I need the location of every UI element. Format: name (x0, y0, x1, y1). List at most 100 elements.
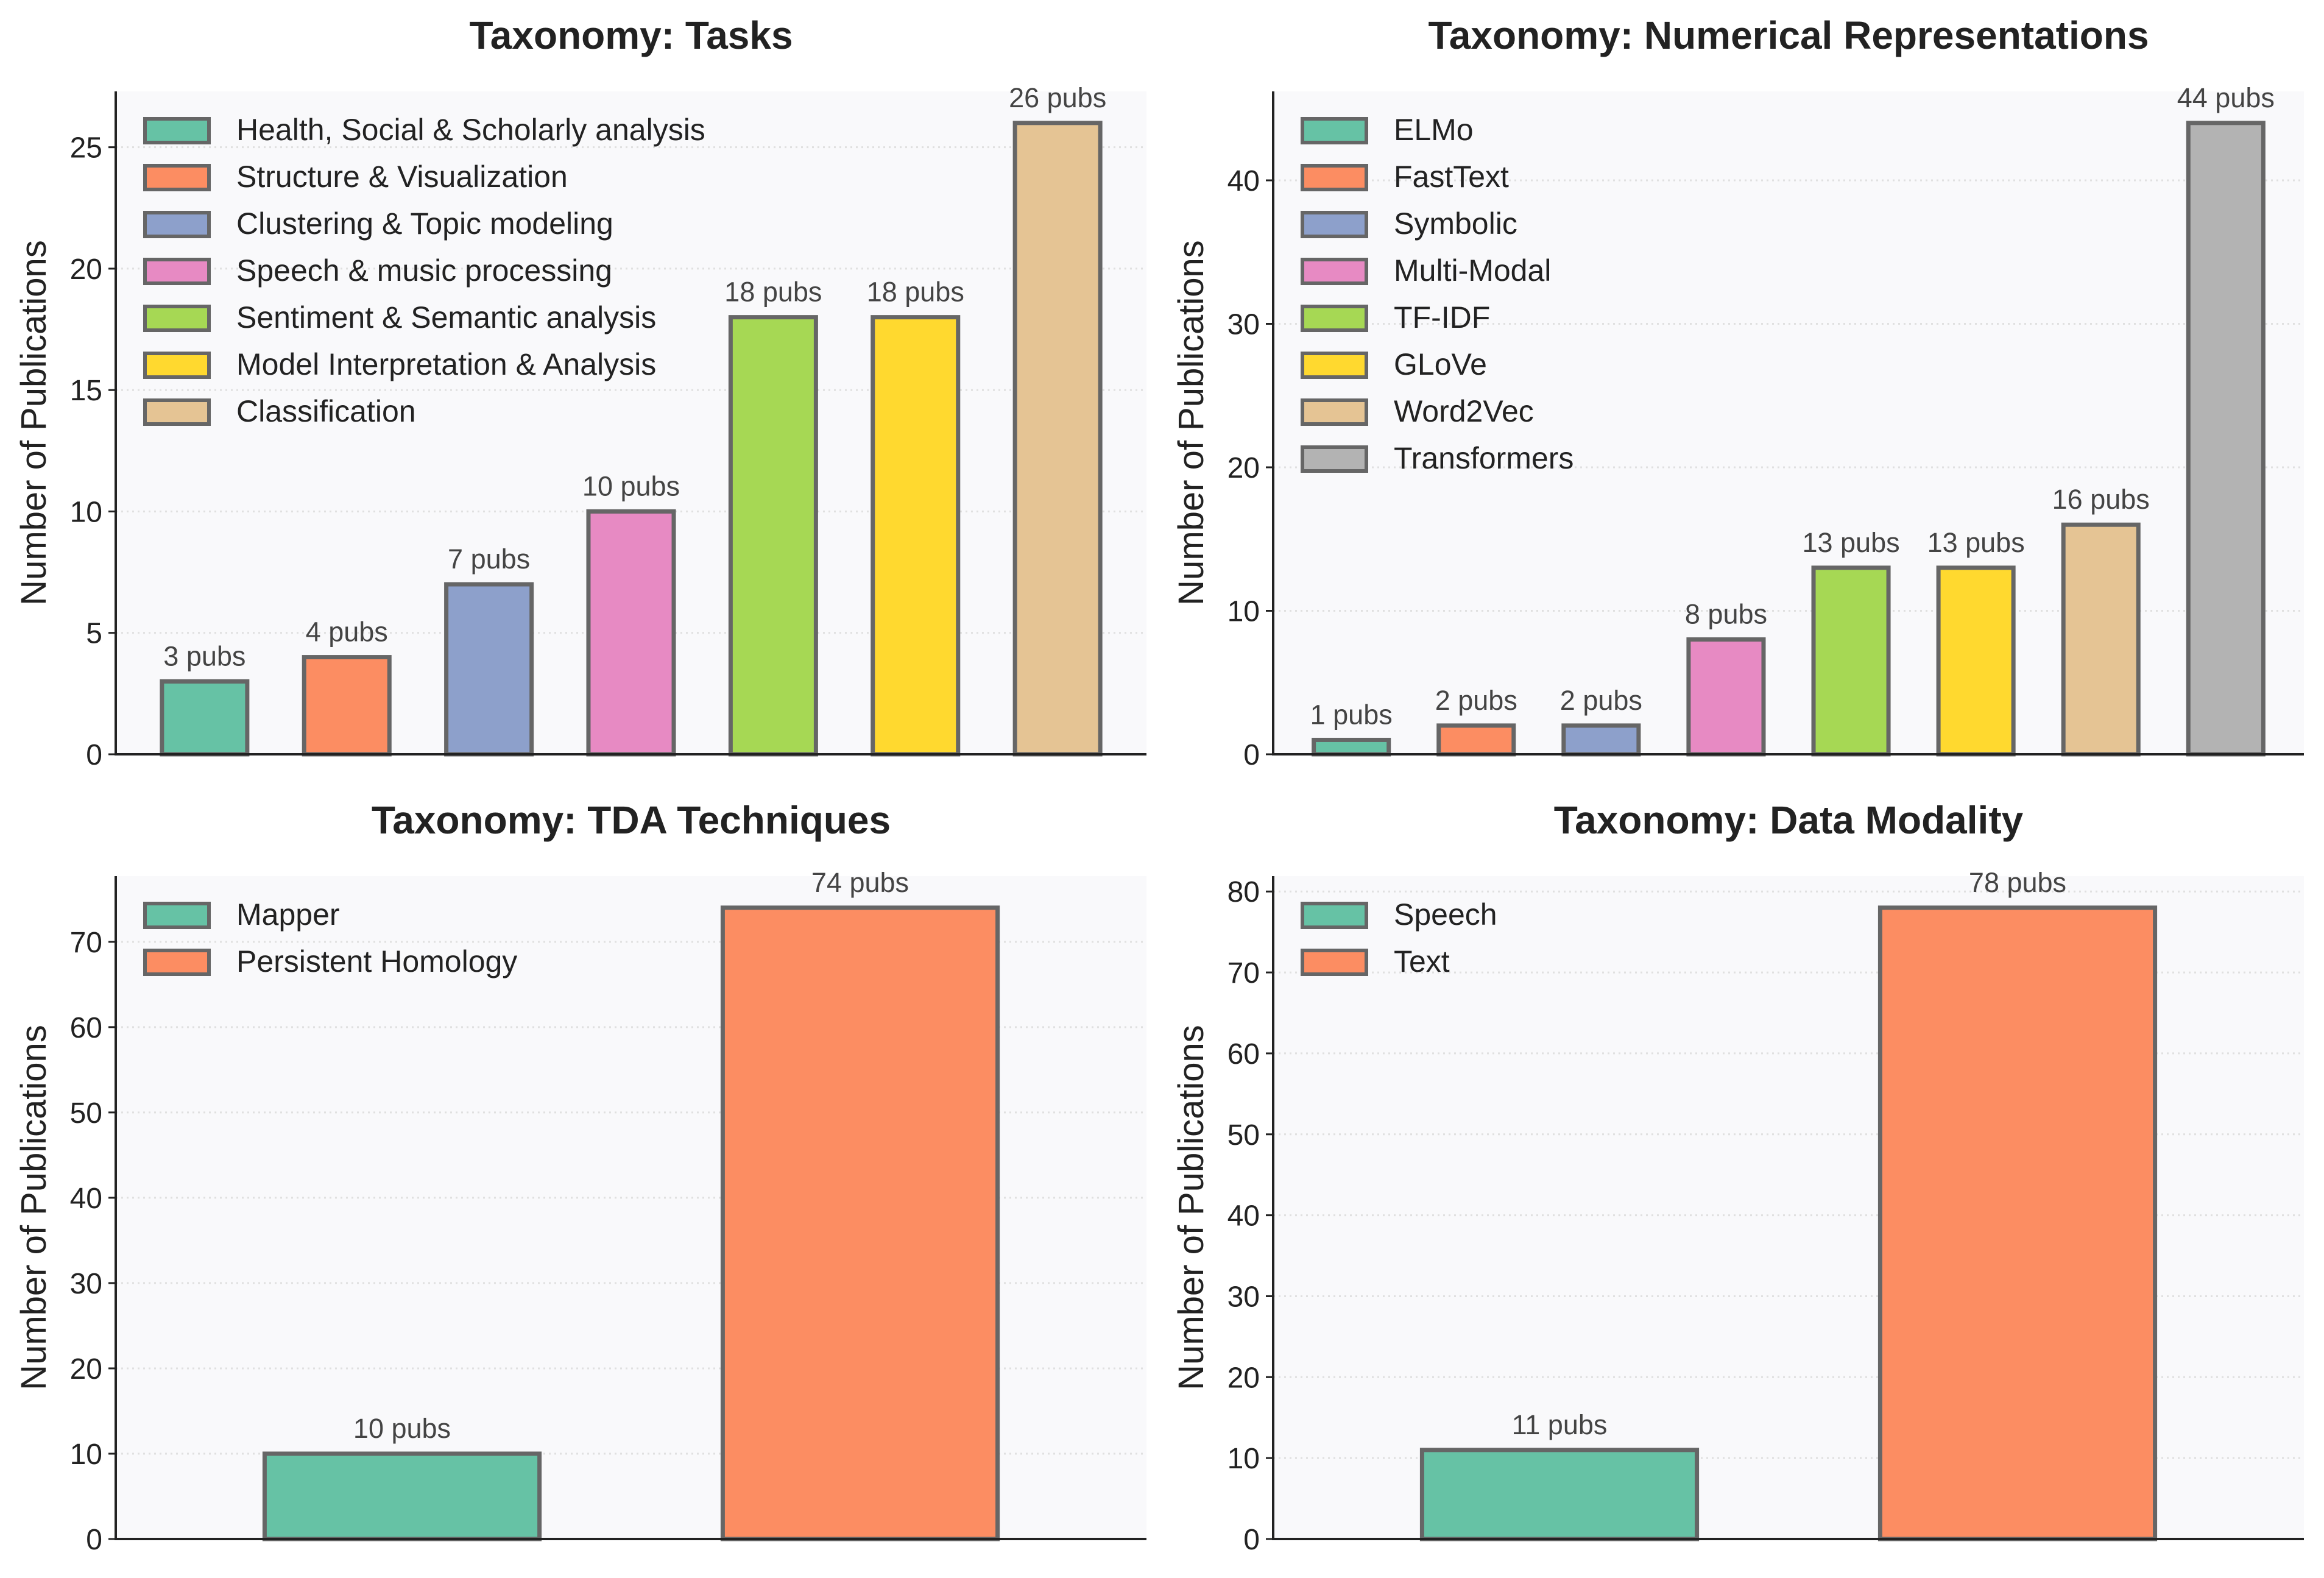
bar-value-label: 8 pubs (1685, 599, 1767, 630)
bar-value-label: 3 pubs (163, 640, 245, 671)
legend-swatch (1301, 398, 1368, 426)
bar (2061, 522, 2141, 757)
bar (1012, 121, 1103, 757)
bar-value-label: 2 pubs (1560, 685, 1642, 716)
bar-value-label: 18 pubs (724, 277, 822, 308)
bar-value-label: 13 pubs (1927, 527, 2025, 558)
legend-label: Health, Social & Scholarly analysis (236, 113, 705, 147)
legend-swatch (143, 258, 211, 285)
legend-swatch (1301, 902, 1368, 929)
legend-swatch (143, 902, 211, 929)
y-tick-label: 40 (1227, 165, 1260, 197)
bar-value-label: 13 pubs (1802, 527, 1899, 558)
y-tick-label: 30 (1227, 1281, 1260, 1313)
bar (1561, 723, 1641, 757)
bar-value-label: 11 pubs (1512, 1409, 1608, 1440)
legend-swatch (143, 305, 211, 332)
y-tick-label: 0 (86, 739, 102, 771)
bar-value-label: 78 pubs (1969, 867, 2066, 898)
legend-swatch (143, 117, 211, 144)
chart-panel-1: 0 5 10 15 20 25 3 pubs 4 pubs 7 pubs 10 pubs 18 pu… (14, 13, 1146, 771)
legend-swatch (1301, 949, 1368, 976)
y-tick-label: 15 (70, 375, 102, 407)
chart-panel-2: 0 10 20 30 40 1 pubs 2 pubs 2 pubs 8 pubs 13 pubs… (1171, 13, 2304, 771)
y-axis-label: Number of Publications (14, 1025, 54, 1390)
chart-panel-4: 0 10 20 30 40 50 60 70 80 11 pubs 78 pubs Taxonomy:… (1171, 798, 2304, 1556)
bar-value-label: 1 pubs (1310, 699, 1393, 730)
legend-swatch (1301, 352, 1368, 379)
legend-label: Clustering & Topic modeling (236, 207, 613, 241)
bar (1936, 565, 2016, 757)
y-tick-label: 70 (1227, 957, 1260, 989)
y-tick-label: 50 (1227, 1119, 1260, 1152)
bar (1877, 905, 2158, 1541)
y-tick-label: 60 (1227, 1038, 1260, 1070)
legend: Speech Text (1301, 897, 1497, 978)
legend-label: Structure & Visualization (236, 160, 568, 194)
y-tick-label: 40 (70, 1183, 102, 1215)
bar-value-label: 26 pubs (1009, 82, 1106, 113)
y-tick-label: 30 (1227, 309, 1260, 341)
y-tick-label: 0 (1243, 1524, 1260, 1556)
legend-label: Sentiment & Semantic analysis (236, 300, 656, 334)
legend-swatch (1301, 117, 1368, 144)
legend-swatch (1301, 258, 1368, 285)
bar-value-label: 44 pubs (2177, 82, 2275, 113)
y-axis-label: Number of Publications (1171, 240, 1211, 606)
legend: ELMo FastText Symbolic Multi-Modal TF-IDF GLo… (1301, 113, 1573, 475)
bar (1811, 565, 1891, 757)
chart-title: Taxonomy: TDA Techniques (372, 798, 891, 842)
legend-swatch (1301, 164, 1368, 191)
legend-swatch (1301, 211, 1368, 238)
bar-value-label: 2 pubs (1435, 685, 1517, 716)
y-tick-label: 10 (1227, 1443, 1260, 1475)
legend-swatch (1301, 445, 1368, 473)
y-tick-label: 5 (86, 618, 102, 650)
legend-label: Speech & music processing (236, 253, 612, 288)
y-tick-label: 0 (1243, 739, 1260, 771)
y-tick-label: 20 (1227, 1362, 1260, 1394)
bar-value-label: 10 pubs (353, 1413, 451, 1444)
legend-label: Classification (236, 394, 416, 428)
bar (1312, 737, 1391, 757)
legend-label: Multi-Modal (1394, 253, 1551, 288)
chart-title: Taxonomy: Numerical Representations (1428, 13, 2149, 57)
y-tick-label: 10 (1227, 596, 1260, 628)
bar (728, 315, 818, 757)
legend-label: GLoVe (1394, 347, 1487, 381)
chart-panel-3: 0 10 20 30 40 50 60 70 10 pubs 74 pubs Taxonomy: T… (14, 798, 1146, 1556)
bar (160, 679, 250, 757)
y-axis-label: Number of Publications (14, 240, 54, 606)
legend-swatch (143, 949, 211, 976)
legend-label: FastText (1394, 160, 1509, 194)
y-tick-label: 20 (70, 253, 102, 286)
bar (871, 315, 961, 757)
y-tick-label: 20 (1227, 452, 1260, 484)
bar-value-label: 18 pubs (867, 277, 964, 308)
legend-swatch (143, 352, 211, 379)
legend-swatch (1301, 305, 1368, 332)
y-tick-label: 80 (1227, 876, 1260, 908)
y-tick-label: 30 (70, 1268, 102, 1300)
y-tick-label: 40 (1227, 1200, 1260, 1233)
y-tick-label: 10 (70, 496, 102, 528)
legend-swatch (143, 211, 211, 238)
chart-title: Taxonomy: Data Modality (1554, 798, 2024, 842)
y-tick-label: 60 (70, 1012, 102, 1044)
legend-label: Text (1394, 944, 1450, 978)
bar (720, 905, 1000, 1541)
bar (444, 582, 534, 757)
legend-label: Speech (1394, 897, 1497, 932)
legend-label: Mapper (236, 897, 340, 932)
legend-label: Symbolic (1394, 207, 1517, 241)
bar (1436, 723, 1516, 757)
bar-value-label: 4 pubs (306, 617, 388, 648)
bar (2186, 121, 2266, 757)
legend: Mapper Persistent Homology (143, 897, 517, 978)
chart-title: Taxonomy: Tasks (469, 13, 793, 57)
y-tick-label: 0 (86, 1524, 102, 1556)
bar (586, 509, 676, 757)
legend-label: Transformers (1394, 441, 1573, 475)
legend-label: TF-IDF (1394, 300, 1490, 334)
y-tick-label: 20 (70, 1353, 102, 1385)
